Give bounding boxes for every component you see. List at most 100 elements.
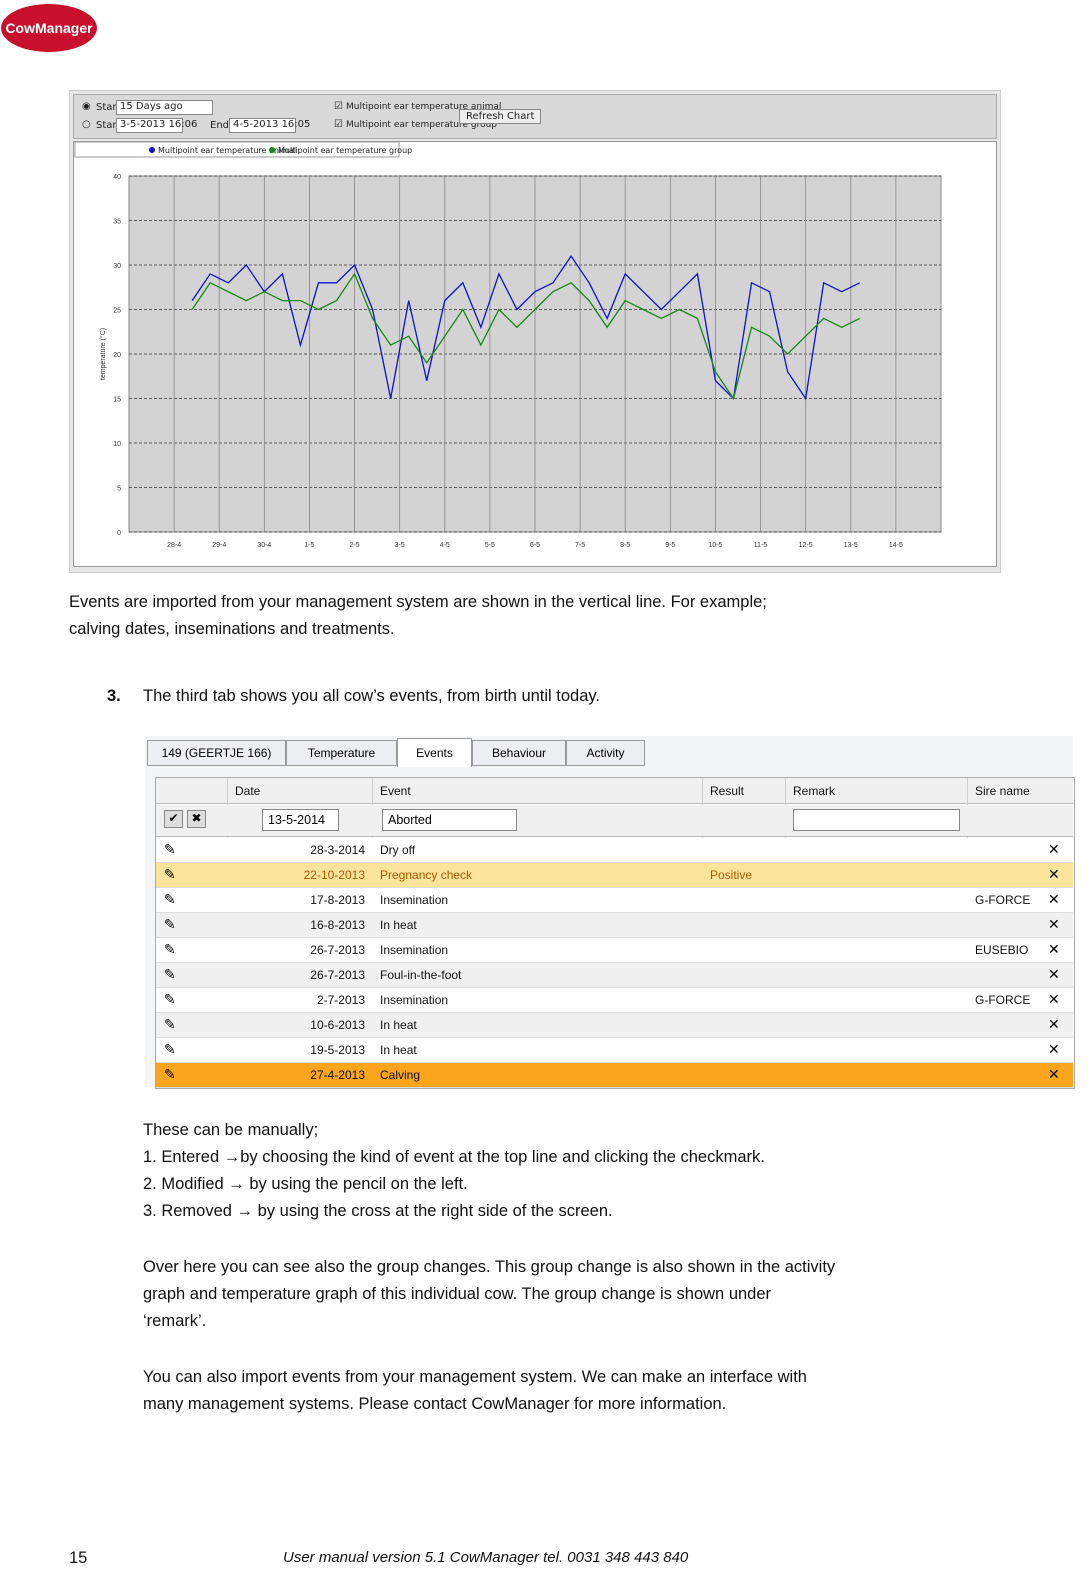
refresh-button[interactable]: Refresh Chart [459,109,542,124]
edit-icon[interactable]: ✎ [164,1016,176,1032]
edit-icon[interactable]: ✎ [164,841,176,857]
checkbox-label: Multipoint ear temperature animal [346,102,502,112]
footer-text: User manual version 5.1 CowManager tel. … [283,1549,689,1566]
checkbox[interactable]: ☑ [334,101,343,112]
text-line: calving dates, inseminations and treatme… [69,620,395,638]
column-header: Date [235,784,261,798]
date-input[interactable]: 13-5-2014 [262,809,339,831]
x-tick-label: 30-4 [257,542,271,549]
table-row [156,1038,1073,1063]
y-tick-label: 20 [113,352,121,359]
y-tick-label: 5 [117,486,121,493]
start-date[interactable]: 3-5-2013 16:06 [116,118,197,133]
remove-icon[interactable]: ✕ [1048,1041,1060,1057]
edit-icon[interactable]: ✎ [164,866,176,882]
x-tick-label: 3-5 [395,542,405,549]
remove-icon[interactable]: ✕ [1048,866,1060,882]
start-label: Start [96,120,121,131]
text-line: 3. Removed → by using the cross at the r… [143,1202,613,1220]
y-tick-label: 0 [117,530,121,537]
edit-icon[interactable]: ✎ [164,941,176,957]
remark-input[interactable] [793,809,960,831]
chart-screenshot: ◉ Start 15 Days ago ○ Start 3-5-2013 16:… [69,90,1001,573]
event-cell: Insemination [380,943,449,957]
x-tick-label: 4-5 [440,542,450,549]
x-tick-label: 6-5 [530,542,540,549]
column-header: Remark [793,784,836,798]
checkbox[interactable]: ☑ [334,119,343,130]
legend-marker [149,147,155,153]
edit-icon[interactable]: ✎ [164,991,176,1007]
page-number: 15 [69,1549,88,1567]
table-row [156,913,1073,938]
radio[interactable]: ◉ [82,101,91,112]
edit-icon[interactable]: ✎ [164,1041,176,1057]
column-header: Sire name [975,784,1030,798]
remove-icon[interactable]: ✕ [1048,1066,1060,1082]
event-cell: In heat [380,1043,417,1057]
end-date[interactable]: 4-5-2013 16:05 [229,118,310,133]
result-cell: Positive [710,868,753,882]
edit-icon[interactable]: ✎ [164,891,176,907]
event-select[interactable]: Aborted [382,809,517,831]
remove-icon[interactable]: ✕ [1048,941,1060,957]
radio[interactable]: ○ [82,119,91,130]
event-cell: In heat [380,918,417,932]
text-line: 2. Modified → by using the pencil on the… [143,1175,468,1193]
date-cell: 10-6-2013 [310,1018,365,1032]
table-row [156,988,1073,1013]
checkbox-label: Multipoint ear temperature group [346,120,497,130]
tab[interactable]: Events [397,738,472,767]
tab[interactable]: Activity [566,740,645,766]
x-tick-label: 28-4 [167,542,181,549]
remove-icon[interactable]: ✕ [1048,841,1060,857]
cancel-button[interactable]: ✖ [187,810,206,828]
tab[interactable]: 149 (GEERTJE 166) [147,740,286,766]
column-header: Event [380,784,411,798]
remove-icon[interactable]: ✕ [1048,991,1060,1007]
x-tick-label: 13-5 [844,542,858,549]
table-row [156,963,1073,988]
confirm-button[interactable]: ✔ [164,810,183,828]
series-line [191,272,861,401]
remove-icon[interactable]: ✕ [1048,916,1060,932]
y-tick-label: 40 [113,174,121,181]
remove-icon[interactable]: ✕ [1048,891,1060,907]
preset-select[interactable]: 15 Days ago [116,100,213,115]
table-row [156,838,1073,863]
end-label: End [210,120,230,131]
date-cell: 27-4-2013 [310,1068,365,1082]
x-tick-label: 12-5 [799,542,813,549]
event-cell: Calving [380,1068,421,1082]
date-cell: 19-5-2013 [310,1043,365,1057]
legend-marker [269,147,275,153]
date-cell: 22-10-2013 [303,868,365,882]
logo-graphic: CowManager [1,4,97,52]
edit-icon[interactable]: ✎ [164,966,176,982]
date-cell: 26-7-2013 [310,943,365,957]
x-tick-label: 8-5 [620,542,630,549]
x-tick-label: 1-5 [304,542,314,549]
table-row [156,1063,1073,1088]
edit-icon[interactable]: ✎ [164,916,176,932]
remove-icon[interactable]: ✕ [1048,1016,1060,1032]
remove-icon[interactable]: ✕ [1048,966,1060,982]
x-tick-label: 9-5 [665,542,675,549]
tab[interactable]: Behaviour [472,740,566,766]
group-paragraph: Over here you can see also the group cha… [143,1254,835,1335]
event-cell: In heat [380,1018,417,1032]
text-line: You can also import events from your man… [143,1368,807,1386]
text-line: Over here you can see also the group cha… [143,1258,836,1276]
sire-cell: G-FORCE [975,893,1031,907]
y-tick-label: 25 [113,308,121,315]
y-tick-label: 30 [113,263,121,270]
toolbar: ◉ Start 15 Days ago ○ Start 3-5-2013 16:… [73,94,997,139]
text-line: Events are imported from your management… [69,593,767,611]
legend-label: Multipoint ear temperature animal [158,146,296,155]
edit-icon[interactable]: ✎ [164,1066,176,1082]
table-row [156,888,1073,913]
event-cell: Insemination [380,993,449,1007]
date-cell: 2-7-2013 [316,993,365,1007]
tab[interactable]: Temperature [286,740,397,766]
